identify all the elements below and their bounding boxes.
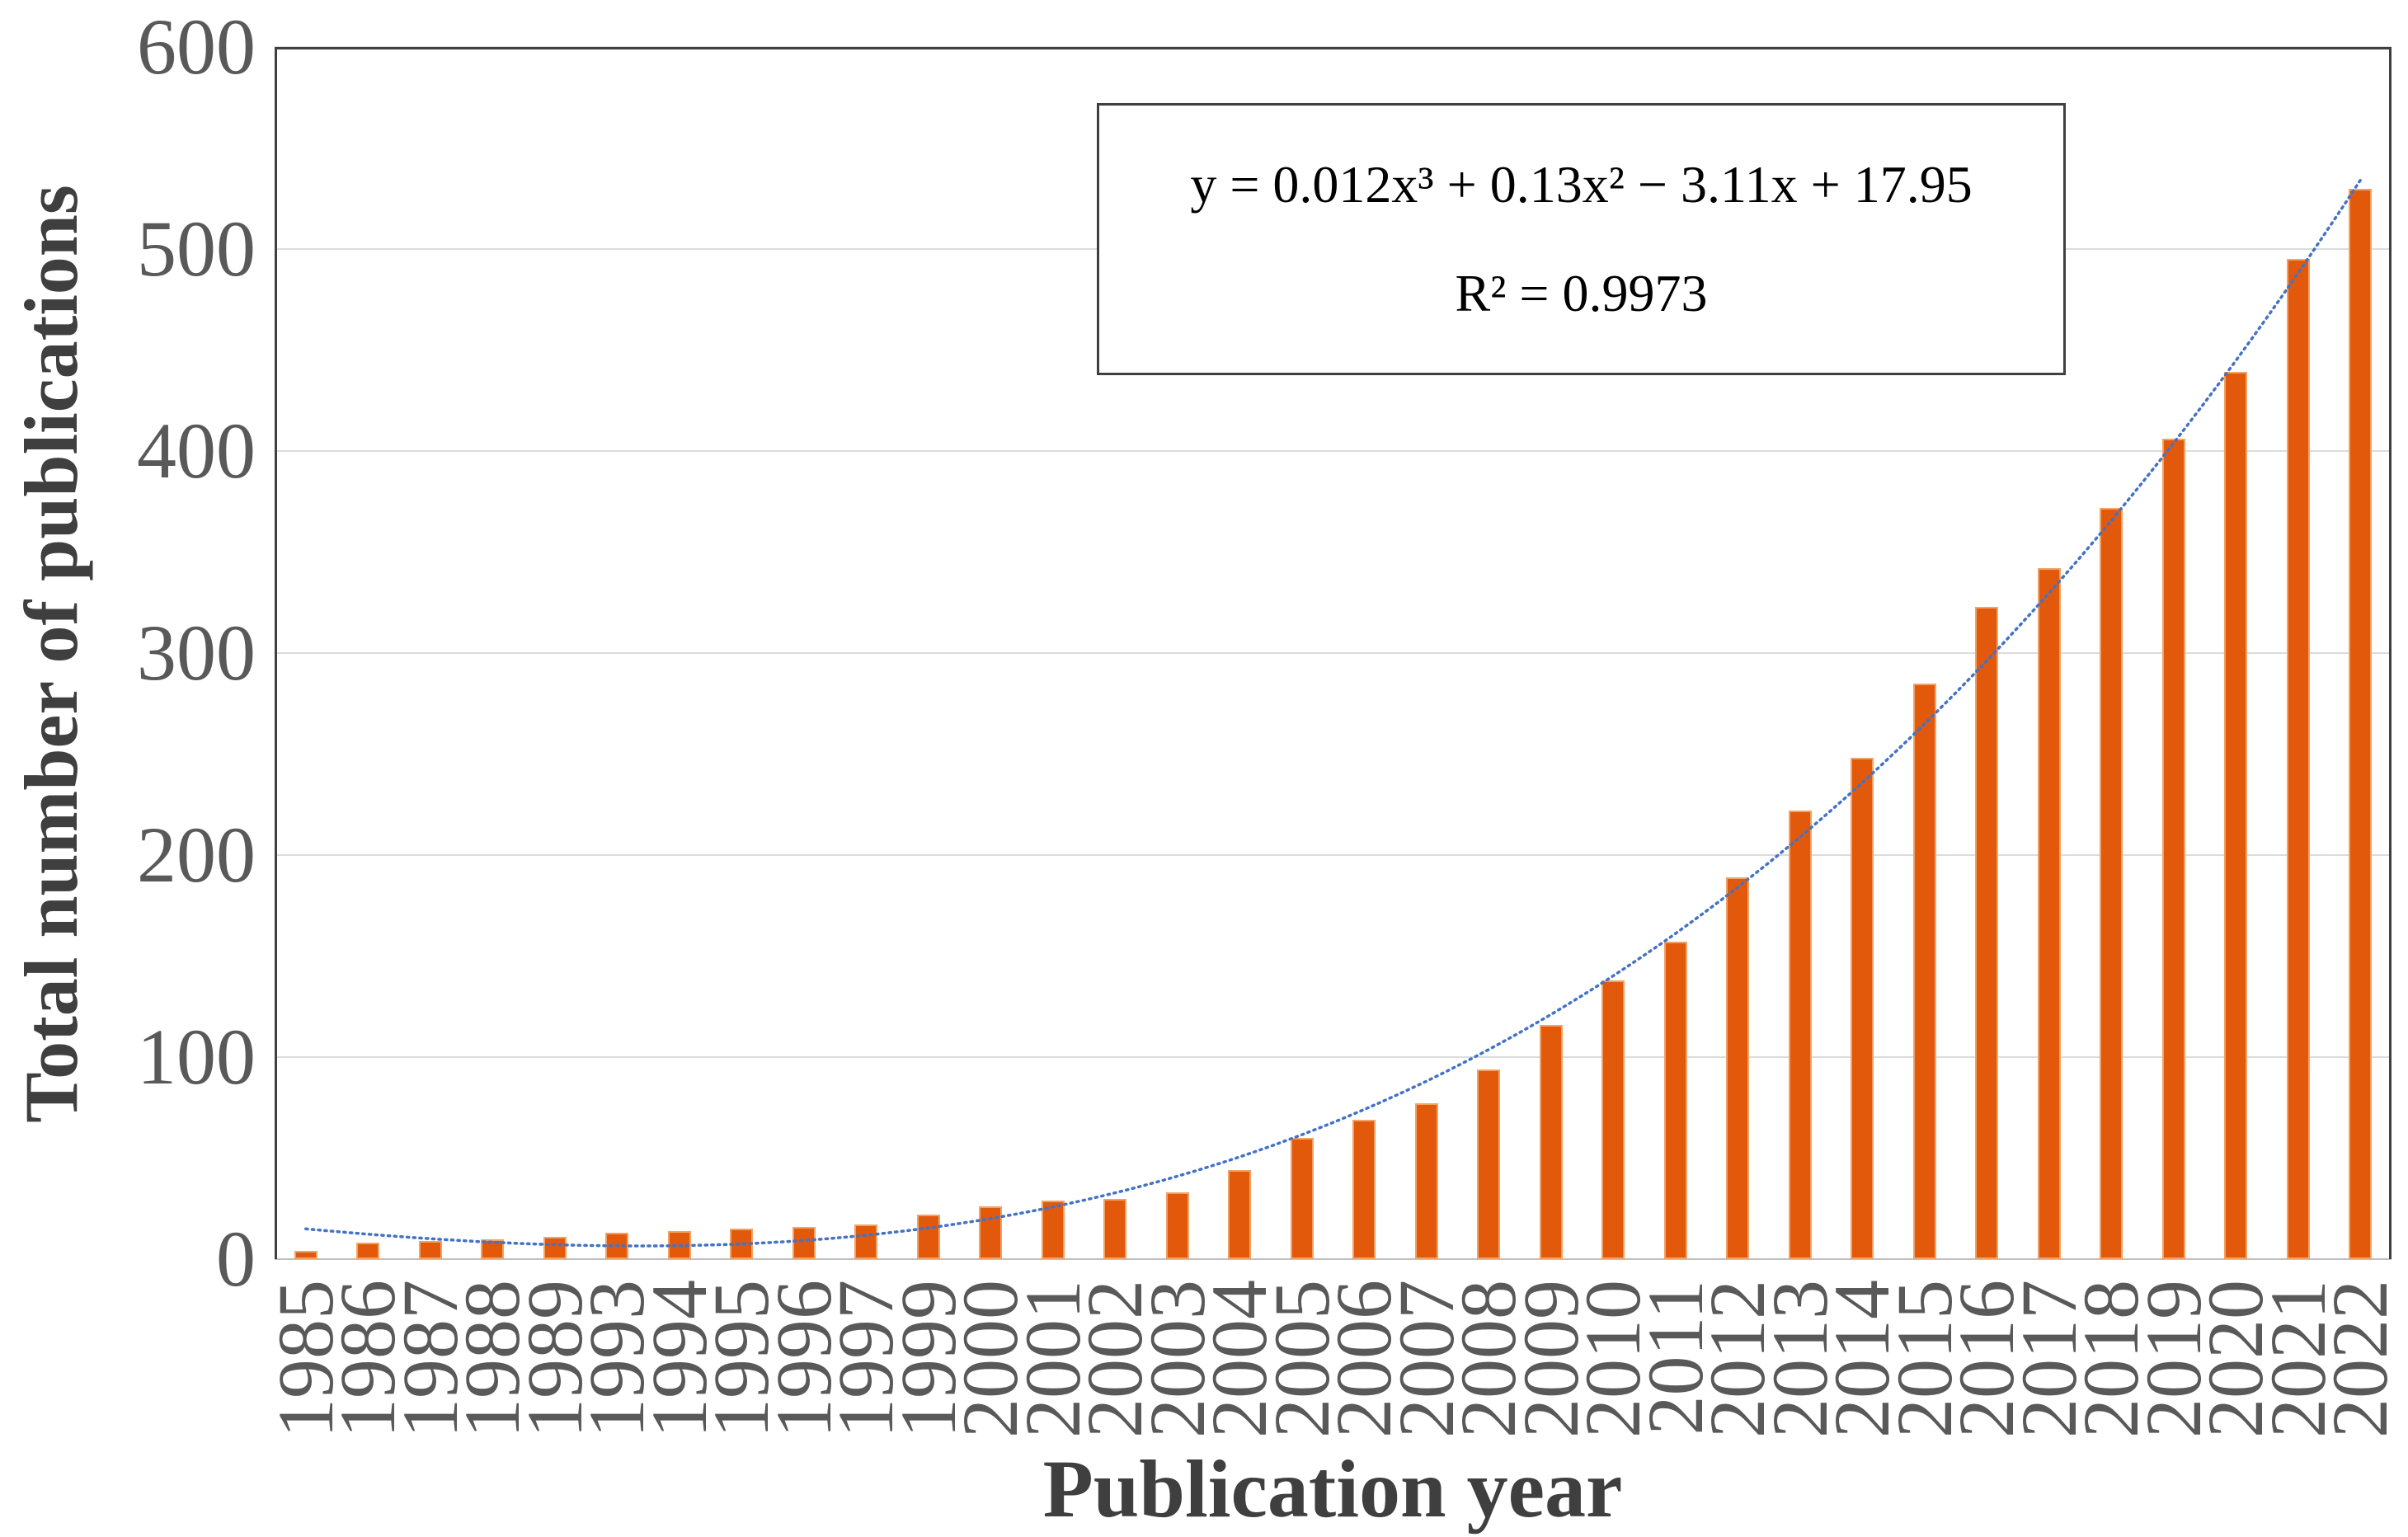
x-tick-label-text: 1993 xyxy=(572,1280,661,1438)
x-tick-label-2020: 2020 xyxy=(2191,1280,2280,1469)
x-tick-label-text: 1985 xyxy=(261,1280,350,1438)
x-tick-label-1987: 1987 xyxy=(385,1280,474,1469)
y-tick-label-100: 100 xyxy=(137,1013,256,1101)
y-tick-label-300: 300 xyxy=(137,609,256,697)
x-tick-label-1986: 1986 xyxy=(323,1280,412,1469)
y-tick-label-0: 0 xyxy=(216,1215,256,1303)
y-tick-label-600: 600 xyxy=(137,2,256,91)
x-tick-label-text: 1986 xyxy=(323,1280,412,1438)
x-tick-label-text: 2021 xyxy=(2253,1280,2342,1438)
x-tick-label-1985: 1985 xyxy=(261,1280,350,1469)
trendline-equation-box: y = 0.012x³ + 0.13x² − 3.11x + 17.95 R² … xyxy=(1097,103,2066,375)
x-tick-label-text: 2017 xyxy=(2004,1280,2093,1438)
y-tick-label-400: 400 xyxy=(137,407,256,495)
x-tick-label-text: 1989 xyxy=(510,1280,599,1438)
x-tick-label-text: 2022 xyxy=(2316,1280,2405,1438)
x-axis-line xyxy=(275,1258,2392,1260)
x-axis-title: Publication year xyxy=(1042,1443,1623,1535)
y-tick-label-500: 500 xyxy=(137,204,256,293)
r-squared-text: R² = 0.9973 xyxy=(1455,264,1708,323)
x-tick-label-text: 1987 xyxy=(385,1280,474,1438)
x-tick-label-text: 2020 xyxy=(2191,1280,2280,1438)
x-tick-label-2022: 2022 xyxy=(2316,1280,2405,1469)
x-tick-label-1993: 1993 xyxy=(572,1280,661,1469)
x-tick-label-text: 2019 xyxy=(2128,1280,2218,1438)
x-tick-label-1989: 1989 xyxy=(510,1280,599,1469)
bar-1985 xyxy=(294,1251,317,1259)
plot-border xyxy=(275,47,2392,1259)
x-tick-label-text: 1988 xyxy=(448,1280,537,1438)
x-tick-label-2021: 2021 xyxy=(2253,1280,2342,1469)
x-tick-label-2019: 2019 xyxy=(2128,1280,2218,1469)
trendline-equation-text: y = 0.012x³ + 0.13x² − 3.11x + 17.95 xyxy=(1190,154,1973,214)
y-tick-label-200: 200 xyxy=(137,811,256,899)
x-tick-label-2017: 2017 xyxy=(2004,1280,2093,1469)
x-tick-label-2018: 2018 xyxy=(2067,1280,2156,1469)
x-tick-label-text: 2018 xyxy=(2067,1280,2156,1438)
x-tick-label-1988: 1988 xyxy=(448,1280,537,1469)
